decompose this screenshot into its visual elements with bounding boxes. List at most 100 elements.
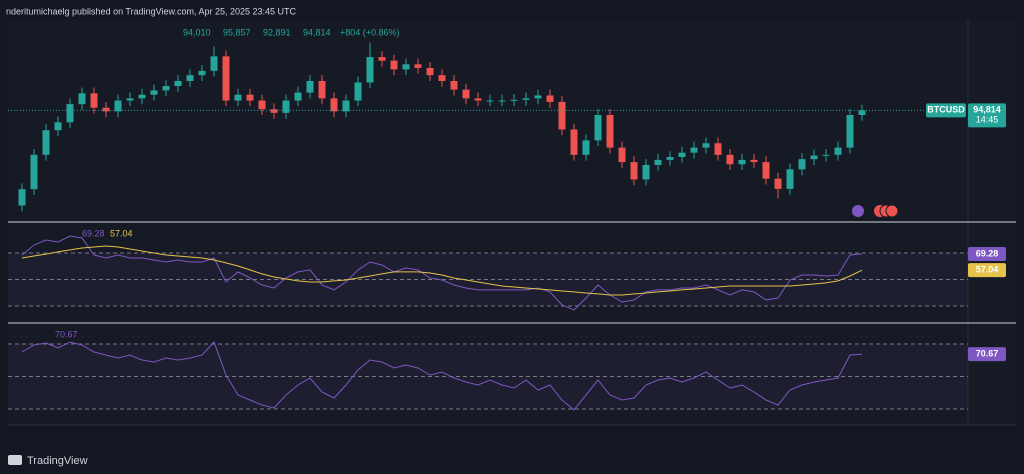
candle-body: [594, 115, 602, 141]
publisher-note: nderitumichaelg published on TradingView…: [6, 6, 297, 16]
legend-value: 57.04: [110, 228, 133, 238]
icon: [852, 205, 864, 217]
indicator-line: [21, 235, 863, 311]
ohlc-value: 95,857: [223, 27, 251, 37]
axis-value-box: [968, 246, 1006, 261]
candle-body: [534, 95, 542, 99]
candle-body: [438, 75, 446, 81]
candle-body: [810, 155, 818, 160]
last-price-box: [968, 103, 1006, 128]
candle-body: [558, 101, 566, 130]
symbol: BTCUSD: [927, 105, 965, 115]
candle-body: [30, 154, 38, 190]
candle-body: [150, 90, 158, 95]
candle-body: [690, 147, 698, 153]
indicator-line: [21, 341, 863, 411]
candle-body: [258, 100, 266, 110]
candle-body: [474, 98, 482, 101]
candle-body: [630, 162, 638, 180]
candle-body: [666, 157, 674, 160]
axis-value: 57.04: [976, 265, 999, 275]
candle-body: [510, 99, 518, 101]
candle-body: [330, 98, 338, 112]
candle-body: [726, 154, 734, 165]
candle-body: [222, 56, 230, 101]
ohlc-value: 94,010: [183, 27, 211, 37]
candle-body: [186, 75, 194, 81]
brand: TradingView: [27, 455, 88, 467]
candle-body: [462, 89, 470, 99]
axis-value: 70.67: [976, 348, 999, 358]
candle-body: [426, 67, 434, 76]
candle-body: [282, 100, 290, 113]
candle-body: [786, 169, 794, 189]
candle-body: [390, 60, 398, 70]
candle-body: [42, 130, 50, 155]
axis-value-box: [968, 347, 1006, 362]
candle-body: [246, 94, 254, 101]
candle-body: [714, 143, 722, 155]
candle-body: [834, 147, 842, 155]
candle-body: [522, 98, 530, 100]
candle-body: [342, 100, 350, 112]
candle-body: [582, 140, 590, 155]
candle-body: [114, 100, 122, 112]
candle-body: [486, 100, 494, 102]
icon: [885, 204, 899, 218]
ohlc-value: +804 (+0.86%): [340, 27, 400, 37]
candle-body: [822, 154, 830, 156]
candle-body: [234, 94, 242, 101]
candle-body: [678, 152, 686, 157]
candle-body: [738, 159, 746, 165]
candle-body: [762, 162, 770, 179]
candle-body: [126, 98, 134, 101]
candle-body: [306, 80, 314, 93]
candle-body: [102, 107, 110, 112]
candle-body: [546, 95, 554, 102]
candle-body: [90, 93, 98, 108]
candle-body: [654, 159, 662, 165]
candle-body: [498, 100, 506, 102]
candle-body: [606, 115, 614, 148]
ohlc-value: 94,814: [303, 27, 331, 37]
symbol-box: [926, 103, 966, 118]
candle-body: [138, 94, 146, 99]
candle-body: [798, 159, 806, 170]
candle-body: [354, 82, 362, 101]
candle-body: [702, 143, 710, 148]
candle-body: [402, 64, 410, 70]
footer: TradingView: [8, 455, 88, 467]
axis-value: 69.28: [976, 248, 999, 258]
candle-body: [366, 57, 374, 83]
candle-body: [450, 80, 458, 90]
candle-body: [294, 92, 302, 101]
ohlc-value: 92,891: [263, 27, 291, 37]
last-price: 94,814: [973, 105, 1001, 115]
candle-body: [210, 56, 218, 71]
candle-body: [198, 70, 206, 76]
candle-body: [618, 147, 626, 163]
candle-body: [642, 164, 650, 180]
candle-body: [162, 86, 170, 91]
event-icons: [852, 204, 899, 218]
legend-value: 70.67: [55, 329, 78, 339]
candle-body: [414, 64, 422, 68]
candle-body: [66, 104, 74, 123]
candle-body: [78, 93, 86, 105]
candle-body: [270, 109, 278, 113]
candle-body: [774, 178, 782, 189]
candle-body: [318, 80, 326, 99]
candle-body: [846, 115, 854, 148]
brand-logo: [8, 455, 22, 465]
candle-body: [750, 159, 758, 163]
legend-value: 69.28: [82, 228, 105, 238]
candle-body: [570, 129, 578, 155]
candle-body: [54, 122, 62, 131]
candle-body: [174, 80, 182, 87]
indicator-line: [21, 245, 863, 296]
axis-value-box: [968, 263, 1006, 278]
candle-body: [18, 189, 26, 206]
candle-body: [858, 110, 866, 115]
